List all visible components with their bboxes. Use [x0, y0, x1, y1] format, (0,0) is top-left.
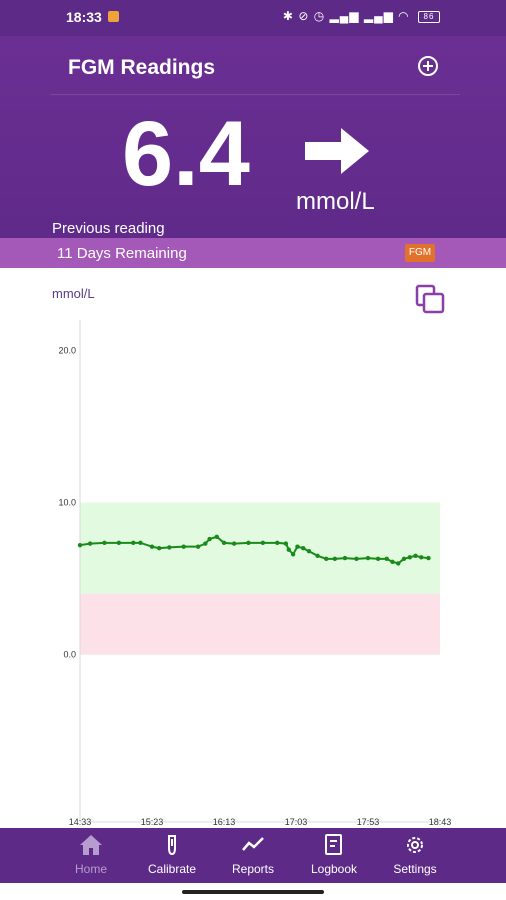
glucose-data-point [332, 556, 338, 562]
glucose-data-point [116, 540, 122, 546]
bottom-nav: Home Calibrate Reports Logbook Settings [0, 828, 506, 883]
glucose-data-point [295, 544, 300, 549]
glucose-series-line [79, 535, 429, 565]
page-title: FGM Readings [68, 56, 216, 79]
copy-icon[interactable] [414, 284, 446, 314]
status-bar: 18:33 ✱ ⊘ ◷ ▂▄▆ ▂▄▆ ◠ 86 [0, 0, 506, 36]
glucose-data-point [413, 553, 418, 558]
reports-icon [242, 837, 264, 851]
nav-logbook[interactable]: Logbook [289, 834, 379, 876]
nav-calibrate-label: Calibrate [147, 862, 197, 876]
y-tick-label: 0.0 [63, 650, 76, 660]
glucose-data-point [181, 544, 186, 549]
nav-home-label: Home [74, 862, 107, 876]
home-indicator[interactable] [182, 890, 324, 894]
glucose-data-point [306, 549, 312, 554]
alarm-icon: ◷ [313, 9, 326, 23]
nav-settings[interactable]: Settings [370, 834, 460, 876]
notification-icon [108, 11, 119, 22]
x-tick-label: 18:43 [429, 817, 452, 827]
home-icon [80, 835, 102, 855]
mute-icon: ⊘ [298, 9, 310, 23]
nav-home[interactable]: Home [46, 834, 136, 876]
glucose-data-point [157, 545, 162, 551]
calibrate-icon [168, 835, 176, 856]
nav-reports[interactable]: Reports [208, 834, 298, 876]
glucose-data-point [131, 540, 136, 546]
glucose-data-point [77, 542, 83, 548]
glucose-data-point [221, 540, 227, 546]
status-icons: ✱ ⊘ ◷ ▂▄▆ ▂▄▆ ◠ 86 [283, 9, 440, 23]
glucose-data-point [102, 540, 107, 546]
glucose-data-point [260, 540, 266, 546]
days-remaining-text: 11 Days Remaining [57, 245, 187, 262]
x-tick-label: 17:53 [357, 817, 380, 827]
glucose-data-point [401, 556, 407, 562]
glucose-data-point [354, 556, 359, 562]
fgm-badge: FGM [405, 244, 435, 262]
target-range-band [80, 502, 440, 594]
bluetooth-icon: ✱ [282, 9, 294, 23]
glucose-data-point [87, 541, 93, 546]
glucose-data-point [342, 555, 348, 561]
current-reading-value: 6.4 [122, 103, 250, 205]
glucose-data-point [231, 541, 237, 546]
glucose-data-point [390, 559, 395, 565]
glucose-data-point [195, 544, 201, 549]
previous-reading-label: Previous reading [52, 220, 165, 237]
x-tick-label: 17:03 [285, 817, 308, 827]
signal-icon-2: ▂▄▆ [363, 9, 394, 23]
glucose-data-point [246, 540, 251, 546]
glucose-data-point [203, 541, 208, 546]
glucose-data-point [275, 540, 280, 546]
status-time: 18:33 [66, 9, 102, 25]
glucose-data-point [324, 556, 329, 562]
logbook-icon [325, 834, 342, 855]
x-tick-label: 15:23 [141, 817, 164, 827]
glucose-data-point [167, 545, 172, 550]
glucose-data-point [301, 545, 306, 551]
glucose-data-point [207, 536, 212, 542]
glucose-data-point [396, 561, 401, 566]
glucose-data-point [375, 556, 381, 562]
nav-calibrate[interactable]: Calibrate [127, 834, 217, 876]
low-range-band [80, 593, 440, 655]
glucose-data-point [149, 544, 155, 549]
glucose-data-point [407, 555, 412, 560]
glucose-data-point [365, 555, 371, 561]
nav-settings-label: Settings [393, 862, 437, 876]
nav-logbook-label: Logbook [310, 862, 358, 876]
y-tick-label: 10.0 [58, 498, 76, 508]
sensor-status-bar: 11 Days Remaining FGM [0, 238, 506, 268]
glucose-data-point [283, 541, 289, 546]
chart-unit-label: mmol/L [52, 286, 95, 301]
glucose-data-point [214, 534, 219, 539]
x-tick-label: 16:13 [213, 817, 236, 827]
header-divider [50, 94, 460, 95]
y-tick-label: 20.0 [58, 345, 76, 355]
wifi-icon: ◠ [398, 9, 410, 23]
glucose-data-point [315, 553, 320, 558]
battery-icon: 86 [418, 10, 440, 23]
glucose-data-point [426, 555, 431, 561]
trend-arrow-right-icon [305, 128, 369, 174]
nav-reports-label: Reports [231, 862, 275, 876]
reading-header: FGM Readings 6.4 mmol/L Previous reading [0, 36, 506, 238]
glucose-data-point [138, 540, 143, 546]
reading-unit: mmol/L [296, 188, 375, 215]
glucose-data-point [419, 555, 424, 560]
glucose-data-point [286, 547, 291, 552]
glucose-data-point [290, 552, 296, 557]
glucose-chart: 20.0 10.0 0.0 14:33 15:23 16:13 17:03 17:53 18:… [58, 320, 452, 827]
glucose-data-point [384, 556, 389, 562]
settings-icon [407, 837, 423, 853]
add-button[interactable] [418, 56, 438, 76]
x-tick-label: 14:33 [69, 817, 92, 827]
signal-icon: ▂▄▆ [329, 9, 360, 23]
